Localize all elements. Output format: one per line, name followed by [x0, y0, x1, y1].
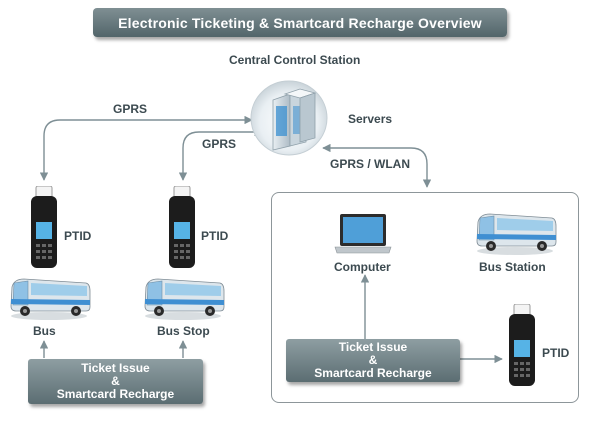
ptid-device-icon	[509, 304, 535, 386]
bus-icon	[476, 213, 557, 255]
station-ptid-label: PTID	[542, 346, 570, 360]
station-ticket-box-line2: &	[368, 353, 378, 367]
bus-stop-label: Bus Stop	[157, 324, 210, 338]
server-icon	[250, 80, 328, 156]
laptop-icon	[334, 214, 392, 254]
gprs-label-mid: GPRS	[202, 137, 237, 151]
bus-station-label: Bus Station	[479, 260, 546, 274]
ptid-label-1: PTID	[64, 229, 92, 243]
ptid-device-icon	[169, 186, 195, 268]
ptid-device-icon	[31, 186, 57, 268]
station-ticket-box-line1: Ticket Issue	[338, 340, 408, 354]
gprs-wlan-link	[322, 143, 432, 188]
computer-label: Computer	[334, 260, 391, 274]
diagram-title: Electronic Ticketing & Smartcard Recharg…	[93, 8, 507, 37]
station-ticket-box-line3: Smartcard Recharge	[314, 366, 432, 380]
bus-icon	[10, 278, 91, 320]
bus-icon	[144, 278, 225, 320]
central-control-label: Central Control Station	[229, 53, 361, 67]
gprs-link-busstop	[178, 127, 263, 181]
ticket-recharge-box: Ticket Issue & Smartcard Recharge	[28, 359, 203, 404]
gprs-link-bus	[39, 115, 253, 181]
gprs-label-left: GPRS	[113, 102, 148, 116]
ptid-label-2: PTID	[201, 229, 229, 243]
ticket-box-line3: Smartcard Recharge	[56, 387, 175, 401]
ticket-box-line1: Ticket Issue	[81, 361, 150, 375]
gprs-wlan-label: GPRS / WLAN	[330, 157, 410, 171]
ticket-box-line2: &	[111, 374, 120, 388]
bus-label: Bus	[33, 324, 56, 338]
station-ticket-recharge-box: Ticket Issue & Smartcard Recharge	[286, 339, 460, 382]
bus-station-frame	[271, 192, 579, 403]
servers-label: Servers	[348, 112, 393, 126]
